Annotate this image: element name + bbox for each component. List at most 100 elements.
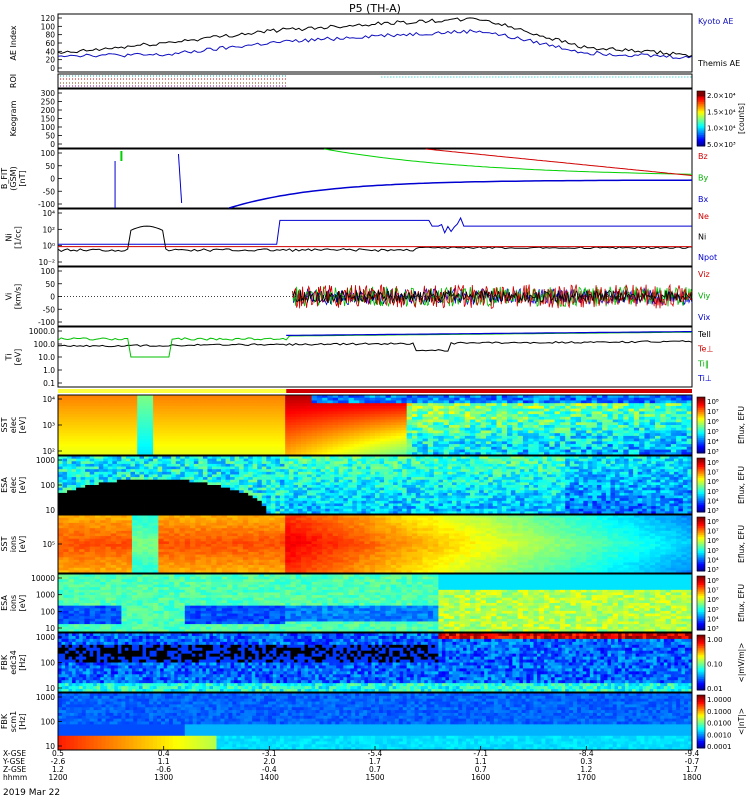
ti-tick-label: 100.0	[34, 340, 56, 349]
xaxis-row-label: X-GSE	[3, 749, 26, 758]
vi-tick-label: 0	[50, 293, 55, 302]
sst_e-colorbar-tick: 10⁶	[707, 418, 719, 426]
sst_i-colorbar-label: Eflux, EFU	[737, 525, 746, 563]
sst_e-colorbar-tick: 10⁵	[707, 428, 719, 436]
xaxis-value: -0.4	[262, 765, 277, 774]
keogram-tick-label: 50	[45, 132, 55, 141]
fbk2-colorbar-label: <|nT|>	[737, 708, 746, 735]
vi-tick-label: 100	[41, 267, 56, 276]
bfit-ylabel: B_FIT(GSM)[nT]	[0, 166, 27, 190]
ti-legend-1: Te⊥	[697, 345, 713, 354]
fbk2-ylabel: FBKscm1[Hz]	[0, 711, 27, 732]
esa_e-tick-label: 10	[45, 506, 55, 515]
ti-tick-label: 0.1	[43, 379, 55, 388]
fbk1-tick-label: 10	[45, 684, 55, 693]
vi-legend-1: Viy	[698, 292, 711, 301]
sst_e-colorbar-tick: 10⁴	[707, 438, 719, 446]
keogram-colorbar-tick: 1.0×10⁴	[707, 125, 736, 133]
vi-tick-label: -100	[38, 318, 55, 327]
fbk1-ylabel: FBKedc34[Hz]	[0, 650, 27, 675]
xaxis-value: 0.4	[158, 749, 170, 758]
sst_i-ylabel: SSTions[eV]	[0, 536, 27, 553]
ae-tick-label: 0	[50, 64, 55, 73]
sst_i-tick-label: 10⁵	[42, 540, 55, 549]
xaxis-row-label: Y-GSE	[2, 757, 25, 766]
xaxis-value: -0.6	[156, 765, 171, 774]
esa_e-colorbar-tick: 10⁸	[707, 459, 719, 467]
ti-tick-label: 10.0	[38, 353, 55, 362]
keogram-tick-label: 100	[41, 123, 56, 132]
ni-frame	[57, 208, 693, 267]
fbk2-tick-label: 10	[45, 742, 55, 751]
ae-ylabel: AE Index	[9, 25, 18, 60]
xaxis-value: 2.0	[263, 757, 275, 766]
plot-title: P5 (TH-A)	[349, 2, 401, 15]
sst_e-ylabel: SSTelec[eV]	[0, 417, 27, 434]
bfit-tick-label: 50	[45, 162, 55, 171]
vi-tick-label: 50	[45, 280, 55, 289]
roi-bars	[60, 75, 692, 87]
ti-legend-3: Ti⊥	[697, 374, 712, 383]
ti-tick-label: 1000.0	[29, 327, 55, 336]
xaxis-value: 1600	[471, 773, 490, 782]
ae-tick-label: 20	[45, 56, 55, 65]
esa_e-colorbar-tick: 10⁵	[707, 488, 719, 496]
ti-ylabel: Ti[eV]	[5, 349, 23, 366]
keogram-tick-label: 0	[50, 140, 55, 149]
sst_i-colorbar-tick: 10⁸	[707, 518, 719, 526]
sst_i-colorbar-tick: 10⁴	[707, 556, 719, 564]
ni-curves	[57, 216, 693, 253]
keogram-colorbar: 2.0×10⁴ 1.5×10⁴ 1.0×10⁴ 5.0×10³[counts]	[696, 90, 746, 149]
xaxis-value: 1500	[365, 773, 384, 782]
fbk1-colorbar-tick: 0.10	[707, 661, 723, 669]
xaxis-value: 1300	[154, 773, 173, 782]
vi-ylabel: Vi[km/s]	[5, 284, 23, 310]
esa_e-colorbar-label: Eflux, EFU	[737, 466, 746, 504]
keogram-tick-label: 150	[41, 115, 56, 124]
sst_i-colorbar-tick: 10⁵	[707, 547, 719, 555]
bfit-frame	[57, 148, 693, 209]
ae-tick-label: 80	[45, 31, 55, 40]
ae-tick-label: 60	[45, 39, 55, 48]
ni-tick-label: 10⁻²	[38, 258, 55, 267]
keogram-colorbar-label: [counts]	[737, 103, 746, 134]
xaxis-value: 0.3	[580, 757, 592, 766]
xaxis-value: 1.1	[475, 757, 487, 766]
ae-tick-label: 120	[41, 14, 56, 23]
esa_e-ylabel: ESAelec[eV]	[0, 477, 27, 494]
sst_i-colorbar-tick: 10⁷	[707, 528, 719, 536]
ae-frame	[57, 13, 693, 73]
fbk2-tick-label: 100	[41, 718, 56, 727]
esa_i-tick-label: 10	[45, 624, 55, 633]
esa_i-colorbar-tick: 10⁶	[707, 596, 719, 604]
esa_i-colorbar-tick: 10³	[707, 625, 719, 633]
ae-tick-label: 40	[45, 47, 55, 56]
sst_e-colorbar-label: Eflux, EFU	[737, 406, 746, 444]
ti-curves	[57, 331, 693, 358]
fbk1-colorbar-tick: 0.01	[707, 685, 723, 693]
esa_e-tick-label: 100	[41, 481, 56, 490]
keogram-colorbar-tick: 2.0×10⁴	[707, 92, 736, 100]
keogram-tick-label: 200	[41, 106, 56, 115]
bfit-curves	[114, 148, 693, 209]
ni-tick-label: 10⁰	[42, 242, 55, 251]
esa_i-colorbar-tick: 10⁸	[707, 577, 719, 585]
fbk2-colorbar-tick: 0.0001	[707, 743, 732, 751]
sst_e-colorbar-tick: 10⁸	[707, 398, 719, 406]
fbk1-spectrogram	[58, 633, 693, 693]
roi-ylabel: ROI	[9, 74, 18, 88]
sst_i-colorbar-tick: 10⁶	[707, 537, 719, 545]
ti-legend-2: Ti‖	[697, 359, 709, 368]
xaxis-value: 0.7	[369, 765, 381, 774]
sst_e-spectrogram	[58, 395, 693, 456]
bfit-legend-0: Bz	[698, 152, 708, 161]
ni-legend-2: Npot	[698, 253, 717, 262]
vi-curves	[58, 283, 693, 309]
keogram-frame	[57, 88, 693, 149]
keogram-colorbar-tick: 1.5×10⁴	[707, 108, 736, 116]
esa_e-tick-label: 1000	[36, 456, 55, 465]
fbk1-tick-label: 1000	[36, 633, 55, 642]
